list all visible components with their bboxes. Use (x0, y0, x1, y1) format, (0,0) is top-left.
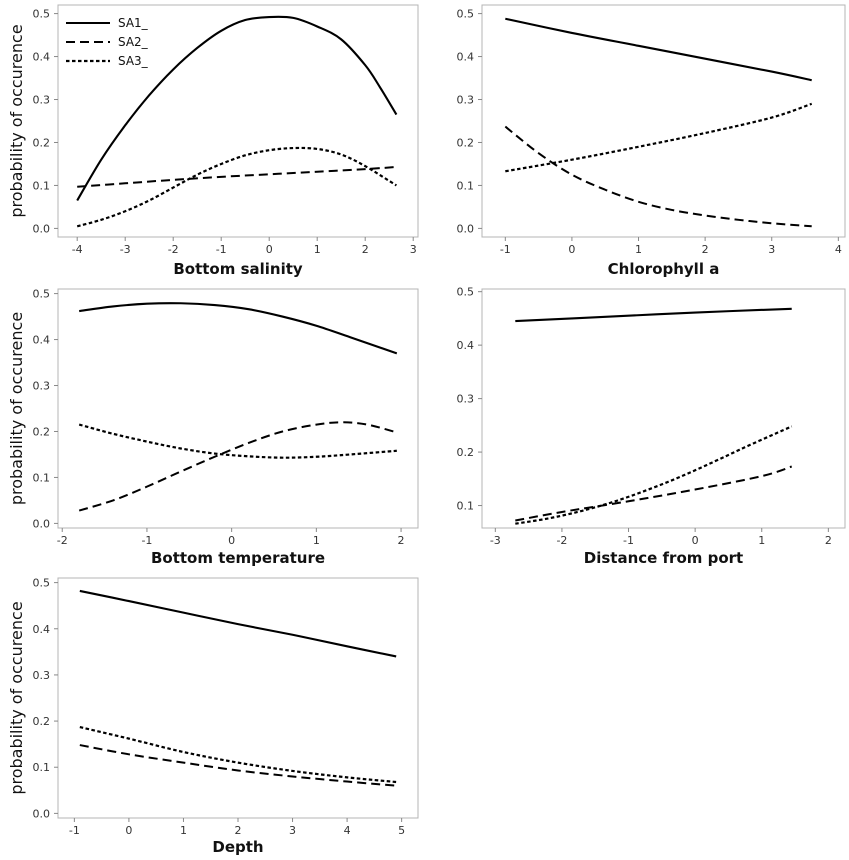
x-axis-label: Bottom temperature (151, 549, 325, 567)
x-tick-label: 3 (289, 824, 296, 837)
x-tick-label: 1 (758, 534, 765, 547)
legend: SA1_ SA2_ SA3_ (66, 16, 149, 68)
series-line-sa2 (504, 125, 812, 228)
y-tick-label: 0.1 (33, 471, 51, 484)
y-tick-label: 0.2 (457, 446, 475, 459)
y-axis-label: probability of occurence (7, 24, 26, 217)
y-axis-label: probability of occurence (7, 312, 26, 505)
y-tick-label: 0.5 (457, 286, 475, 299)
x-tick-label: -2 (168, 243, 179, 256)
y-tick-label: 0.3 (33, 380, 51, 393)
x-tick-label: 2 (398, 534, 405, 547)
chart-panel-5: -1 0 1 2 3 4 5 0.0 0.1 0.2 0.3 0.4 0.5 Depth probabili… (7, 577, 419, 856)
y-tick-label: 0.0 (33, 517, 51, 530)
y-tick-label: 0.5 (33, 577, 51, 590)
y-tick-label: 0.4 (33, 334, 51, 347)
x-tick-label: -1 (216, 243, 227, 256)
y-tick-label: 0.0 (33, 222, 51, 235)
series-line-sa1 (79, 302, 398, 355)
y-tick-label: 0.3 (33, 94, 51, 107)
series-line-sa3 (76, 146, 397, 228)
series-line-sa1 (79, 589, 397, 658)
plot-frame (481, 288, 846, 529)
y-tick-label: 0.3 (457, 393, 475, 406)
x-tick-label: 2 (235, 824, 242, 837)
y-tick-label: 0.0 (33, 807, 51, 820)
y-tick-label: 0.1 (33, 761, 51, 774)
x-tick-label: 0 (568, 243, 575, 256)
series-line-sa1 (515, 307, 792, 323)
x-tick-label: -3 (490, 534, 501, 547)
y-tick-label: 0.2 (457, 136, 475, 149)
series-line-sa3 (79, 726, 397, 784)
x-tick-label: -1 (141, 534, 152, 547)
series-line-sa3 (505, 102, 813, 173)
series-line-sa1 (505, 17, 812, 82)
legend-label: SA1_ (118, 16, 149, 30)
y-tick-label: 0.1 (33, 179, 51, 192)
series-line-sa2 (77, 165, 397, 188)
legend-label: SA2_ (118, 35, 149, 49)
y-tick-label: 0.4 (457, 51, 475, 64)
x-tick-label: -3 (120, 243, 131, 256)
legend-label: SA3_ (118, 54, 149, 68)
x-tick-label: 1 (180, 824, 187, 837)
y-tick-label: 0.3 (33, 669, 51, 682)
x-tick-label: -2 (556, 534, 567, 547)
x-tick-label: -1 (69, 824, 80, 837)
x-tick-label: 0 (266, 243, 273, 256)
plot-frame (57, 4, 419, 238)
chart-panel-3: -2 -1 0 1 2 0.0 0.1 0.2 0.3 0.4 0.5 Bottom temperat… (7, 288, 419, 567)
x-axis-label: Chlorophyll a (608, 260, 720, 278)
y-tick-label: 0.1 (457, 179, 475, 192)
x-tick-label: -4 (72, 243, 83, 256)
y-tick-label: 0.4 (33, 51, 51, 64)
series-line-sa2 (79, 744, 397, 787)
plot-frame (57, 577, 419, 819)
x-tick-label: 4 (835, 243, 842, 256)
y-tick-label: 0.2 (33, 715, 51, 728)
plot-frame (57, 288, 419, 529)
x-axis-label: Depth (212, 838, 263, 856)
x-tick-label: -1 (500, 243, 511, 256)
y-axis-label: probability of occurence (7, 601, 26, 794)
x-tick-label: 0 (692, 534, 699, 547)
x-tick-label: 1 (314, 243, 321, 256)
y-tick-label: 0.1 (457, 500, 475, 513)
x-tick-label: 0 (228, 534, 235, 547)
x-tick-label: 1 (635, 243, 642, 256)
x-tick-label: 2 (362, 243, 369, 256)
x-tick-label: 4 (344, 824, 351, 837)
y-tick-label: 0.5 (33, 8, 51, 21)
y-tick-label: 0.5 (33, 288, 51, 301)
y-tick-label: 0.3 (457, 94, 475, 107)
y-tick-label: 0.2 (33, 425, 51, 438)
series-line-sa2 (515, 465, 793, 522)
x-axis-label: Distance from port (584, 549, 743, 567)
series-line-sa2 (78, 421, 398, 512)
x-tick-label: -1 (623, 534, 634, 547)
y-tick-label: 0.2 (33, 136, 51, 149)
series-line-sa1 (76, 15, 398, 202)
plot-frame (481, 4, 846, 238)
panels: -4 -3 -2 -1 0 1 2 3 0.0 0.1 0.2 0.3 0.4 0.5 Bottom sal… (7, 4, 846, 856)
x-tick-label: 2 (825, 534, 832, 547)
series-line-sa3 (515, 425, 793, 525)
chart-panel-2: -1 0 1 2 3 4 0.0 0.1 0.2 0.3 0.4 0.5 Chlorophyll a (457, 4, 846, 278)
chart-panel-4: -3 -2 -1 0 1 2 0.1 0.2 0.3 0.4 0.5 Distance from po… (457, 286, 846, 567)
x-axis-label: Bottom salinity (173, 260, 303, 278)
x-tick-label: 5 (398, 824, 405, 837)
x-tick-label: 0 (125, 824, 132, 837)
y-tick-label: 0.4 (457, 339, 475, 352)
x-tick-label: 2 (702, 243, 709, 256)
x-tick-label: 3 (768, 243, 775, 256)
y-tick-label: 0.5 (457, 8, 475, 21)
y-tick-label: 0.4 (33, 623, 51, 636)
x-tick-label: 1 (313, 534, 320, 547)
x-tick-label: 3 (410, 243, 417, 256)
y-tick-label: 0.0 (457, 222, 475, 235)
x-tick-label: -2 (57, 534, 68, 547)
chart-panel-1: -4 -3 -2 -1 0 1 2 3 0.0 0.1 0.2 0.3 0.4 0.5 Bottom sal… (7, 4, 419, 278)
